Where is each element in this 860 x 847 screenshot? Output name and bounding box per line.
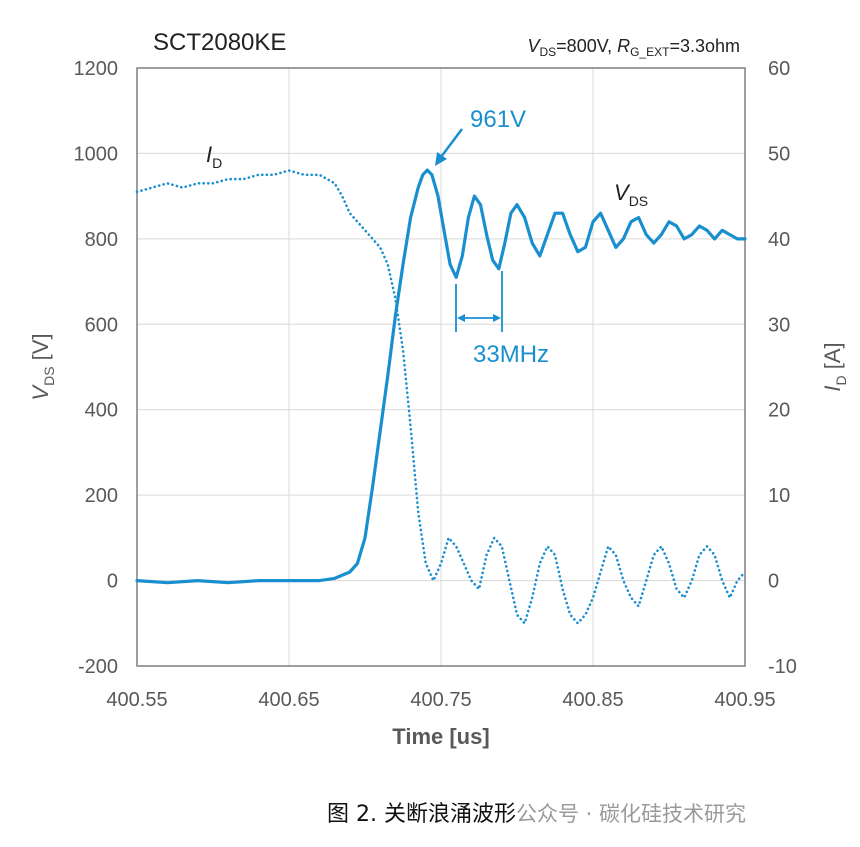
y-right-tick-label: 60 [768, 58, 790, 80]
plot-frame [136, 67, 746, 667]
y-right-tick-label: 30 [768, 314, 790, 336]
y-right-tick-label: 10 [768, 485, 790, 507]
series-line-id [135, 169, 747, 625]
y-right-tick-label: 20 [768, 400, 790, 422]
vds-series-label: VDS [614, 180, 648, 209]
y-left-tick-label: 600 [85, 314, 118, 336]
x-tick-label: 400.85 [562, 689, 623, 711]
freq-annotation: 33MHz [455, 271, 549, 368]
freq-arrow-right [493, 314, 501, 322]
x-tick-label: 400.75 [410, 689, 471, 711]
peak-label: 961V [470, 106, 526, 133]
y-right-axis-title: ID [A] [820, 342, 849, 391]
chart-conditions: VDS=800V, RG_EXT=3.3ohm [527, 36, 740, 59]
x-axis-title: Time [us] [392, 724, 489, 749]
y-right-tick-label: 40 [768, 229, 790, 251]
id-series-label: ID [206, 142, 222, 171]
y-left-tick-label: 1200 [74, 58, 119, 80]
x-tick-label: 400.55 [106, 689, 167, 711]
y-left-tick-label: 200 [85, 485, 118, 507]
y-right-tick-label: 50 [768, 143, 790, 165]
freq-label: 33MHz [473, 341, 549, 368]
y-left-tick-label: 800 [85, 229, 118, 251]
chart-title: SCT2080KE [153, 29, 286, 56]
freq-arrow-left [457, 314, 465, 322]
y-left-tick-label: 400 [85, 400, 118, 422]
y-right-tick-label: 0 [768, 571, 779, 593]
peak-arrow-head [435, 152, 447, 166]
y-left-axis-title: VDS [V] [28, 333, 57, 400]
caption-text: 图 2. 关断浪涌波形 [327, 802, 516, 827]
series-line-vds [135, 168, 747, 585]
y-left-tick-label: 1000 [74, 143, 119, 165]
y-left-tick-label: -200 [78, 656, 118, 678]
peak-annotation: 961V [435, 106, 526, 166]
y-left-tick-label: 0 [107, 571, 118, 593]
watermark-text: 公众号 · 碳化硅技术研究 [515, 802, 747, 826]
chart: SCT2080KE VDS=800V, RG_EXT=3.3ohm 400.55… [28, 29, 849, 749]
figure-caption: 图 2. 关断浪涌波形公众号 · 碳化硅技术研究 [327, 796, 746, 828]
x-tick-label: 400.65 [258, 689, 319, 711]
y-right-tick-label: -10 [768, 656, 797, 678]
x-tick-label: 400.95 [714, 689, 775, 711]
